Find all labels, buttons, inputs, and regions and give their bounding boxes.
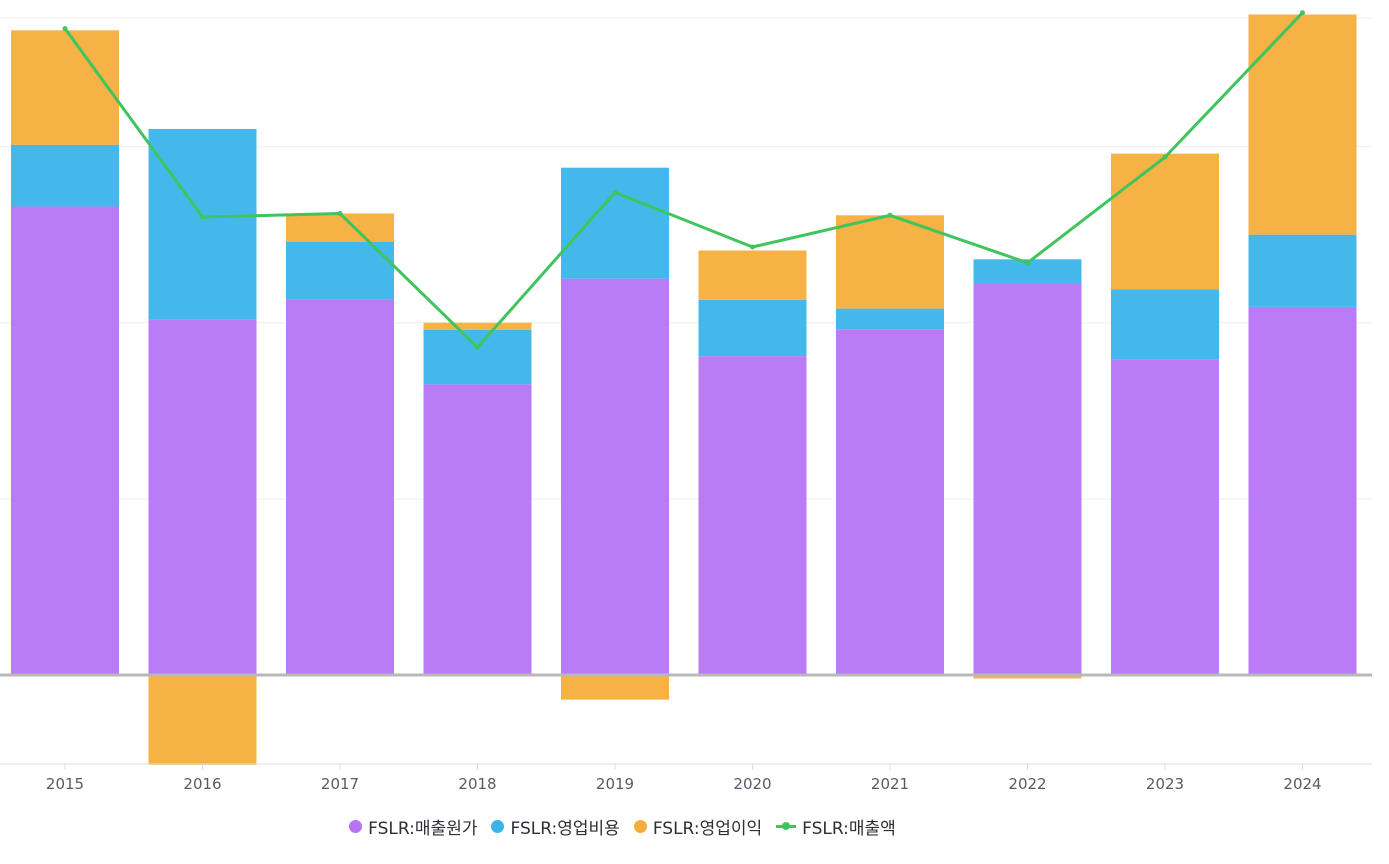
bar-operating-income-2019 bbox=[561, 675, 669, 700]
bar-cost-of-sales-2024 bbox=[1248, 306, 1357, 675]
bar-cost-of-sales-2015 bbox=[11, 206, 119, 675]
legend-label-revenue: FSLR:매출액 bbox=[802, 818, 896, 839]
revenue-point-2017 bbox=[337, 211, 343, 217]
bar-cost-of-sales-2020 bbox=[698, 356, 807, 675]
bar-operating-expenses-2024 bbox=[1248, 234, 1357, 307]
legend-label-cost-of-sales: FSLR:매출원가 bbox=[368, 818, 478, 839]
legend-swatch-revenue bbox=[776, 820, 797, 833]
legend-label-operating-expenses: FSLR:영업비용 bbox=[510, 818, 620, 839]
revenue-point-2020 bbox=[750, 244, 755, 250]
bar-cost-of-sales-2019 bbox=[561, 278, 669, 675]
bar-operating-income-2023 bbox=[1111, 153, 1219, 290]
bar-operating-income-2018 bbox=[423, 322, 532, 330]
bar-operating-expenses-2023 bbox=[1111, 289, 1219, 360]
legend-item-operating-income[interactable]: FSLR:영업이익 bbox=[633, 814, 763, 839]
tick-layer: 2015 2016 2017 2018 2019 2020 2021 2022 2023 2024 bbox=[46, 764, 1322, 793]
x-tick-label: 2016 bbox=[183, 775, 221, 793]
x-tick-label: 2015 bbox=[46, 775, 84, 793]
bar-cost-of-sales-2018 bbox=[423, 384, 532, 675]
revenue-point-2022 bbox=[1025, 260, 1030, 266]
x-tick-label: 2019 bbox=[596, 775, 634, 793]
bar-cost-of-sales-2016 bbox=[148, 319, 257, 675]
bar-operating-income-2015 bbox=[11, 30, 119, 145]
bar-operating-income-2017 bbox=[286, 213, 394, 242]
revenue-point-2016 bbox=[200, 214, 205, 220]
legend-item-cost-of-sales[interactable]: FSLR:매출원가 bbox=[349, 814, 477, 839]
x-tick-label: 2021 bbox=[871, 775, 909, 793]
x-tick-label: 2017 bbox=[321, 775, 359, 793]
bar-cost-of-sales-2022 bbox=[973, 283, 1082, 675]
bar-operating-expenses-2017 bbox=[286, 241, 394, 300]
legend-item-revenue[interactable]: FSLR:매출액 bbox=[776, 814, 896, 839]
bar-operating-income-2022 bbox=[973, 675, 1082, 679]
bar-operating-income-2021 bbox=[836, 215, 944, 309]
revenue-point-2015 bbox=[62, 26, 68, 32]
bar-operating-income-2020 bbox=[698, 250, 807, 300]
bar-operating-income-2024 bbox=[1248, 14, 1357, 235]
legend-item-operating-expenses[interactable]: FSLR:영업비용 bbox=[491, 814, 620, 839]
revenue-point-2023 bbox=[1162, 154, 1168, 160]
line-layer bbox=[62, 10, 1305, 350]
bar-layer bbox=[11, 14, 1357, 765]
axis-layer bbox=[0, 673, 1372, 765]
bar-operating-expenses-2020 bbox=[698, 299, 807, 357]
revenue-point-2019 bbox=[612, 189, 618, 195]
bar-cost-of-sales-2023 bbox=[1111, 359, 1219, 675]
x-tick-label: 2018 bbox=[458, 775, 496, 793]
bar-cost-of-sales-2017 bbox=[286, 299, 394, 675]
x-tick-label: 2024 bbox=[1283, 775, 1321, 793]
revenue-point-2024 bbox=[1300, 10, 1305, 16]
x-tick-label: 2022 bbox=[1008, 775, 1046, 793]
bar-operating-expenses-2016 bbox=[148, 128, 257, 320]
bar-operating-income-2016 bbox=[148, 675, 257, 765]
revenue-line bbox=[63, 11, 1304, 349]
legend-swatch-operating-income bbox=[633, 819, 647, 833]
bar-operating-expenses-2021 bbox=[836, 308, 944, 330]
revenue-point-2021 bbox=[887, 212, 893, 218]
revenue-point-2018 bbox=[475, 344, 480, 350]
bar-cost-of-sales-2021 bbox=[836, 329, 944, 675]
stacked-bar-line-chart: 2015 2016 2017 2018 2019 2020 2021 2022 2023 2024 bbox=[0, 10, 1372, 793]
legend-swatch-cost-of-sales bbox=[349, 819, 363, 833]
x-tick-label: 2020 bbox=[733, 775, 771, 793]
bar-operating-expenses-2018 bbox=[423, 329, 532, 385]
legend-swatch-operating-expenses bbox=[491, 819, 505, 833]
x-tick-label: 2023 bbox=[1146, 775, 1184, 793]
bar-operating-expenses-2015 bbox=[11, 144, 119, 207]
legend: FSLR:매출원가 FSLR:영업비용 FSLR:영업이익 FSLR:매출액 bbox=[0, 810, 1245, 842]
legend-label-operating-income: FSLR:영업이익 bbox=[652, 818, 763, 839]
bar-operating-expenses-2019 bbox=[561, 167, 669, 279]
